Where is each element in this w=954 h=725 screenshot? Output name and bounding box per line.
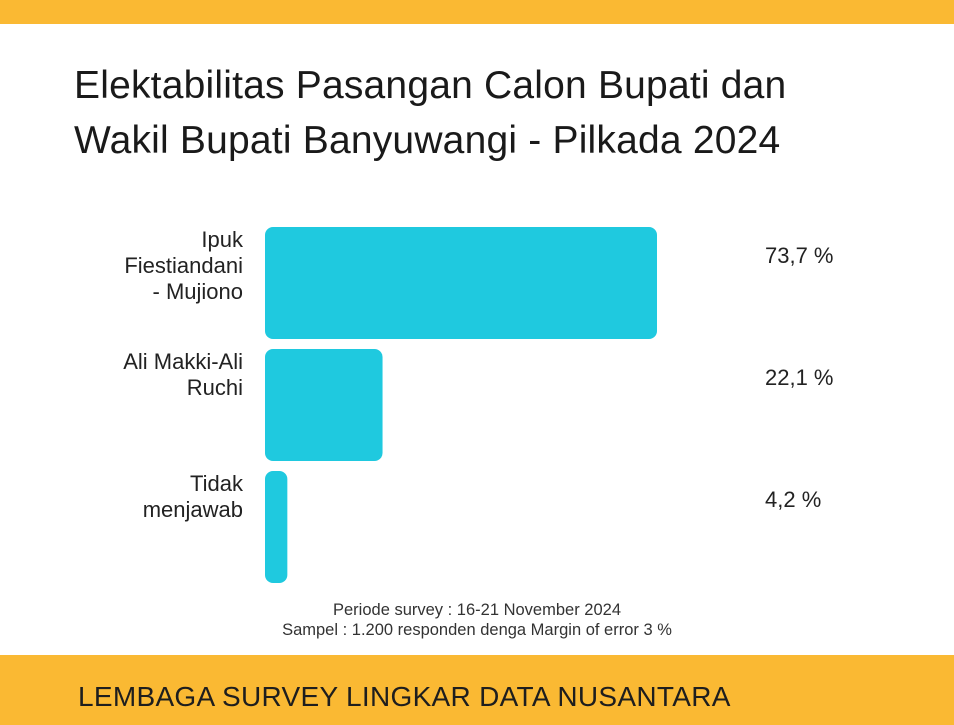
chart-title-line-2: Wakil Bupati Banyuwangi - Pilkada 2024	[74, 119, 781, 162]
bar-0	[265, 227, 657, 339]
footer-banner: LEMBAGA SURVEY LINGKAR DATA NUSANTARA	[0, 655, 954, 725]
category-label-2-line-0: Tidak	[190, 471, 244, 496]
chart-title-line-1: Elektabilitas Pasangan Calon Bupati dan	[74, 64, 787, 107]
category-label-2-line-1: menjawab	[143, 497, 243, 522]
category-label-1-line-1: Ruchi	[187, 375, 243, 400]
survey-sample: Sampel : 1.200 responden denga Margin of…	[282, 621, 672, 639]
bar-chart: Ipuk Fiestiandani - Mujiono 73,7 % Ali Makki…	[123, 227, 834, 583]
bar-2	[265, 471, 288, 583]
category-label-1: Ali Makki-Ali Ruchi	[123, 349, 243, 400]
survey-notes: Periode survey : 16-21 November 2024 Sam…	[0, 600, 954, 640]
value-label-2: 4,2 %	[765, 487, 821, 512]
category-label-1-line-0: Ali Makki-Ali	[123, 349, 243, 374]
category-label-0-line-0: Ipuk	[201, 227, 244, 252]
footer-org-name: LEMBAGA SURVEY LINGKAR DATA NUSANTARA	[78, 681, 731, 712]
value-label-1: 22,1 %	[765, 365, 834, 390]
category-label-0-line-2: - Mujiono	[153, 279, 243, 304]
category-label-0-line-1: Fiestiandani	[124, 253, 243, 278]
chart-title: Elektabilitas Pasangan Calon Bupati dan …	[74, 58, 894, 168]
category-label-0: Ipuk Fiestiandani - Mujiono	[124, 227, 244, 304]
value-label-0: 73,7 %	[765, 243, 834, 268]
category-label-2: Tidak menjawab	[143, 471, 244, 522]
top-accent-strip	[0, 0, 954, 24]
survey-period: Periode survey : 16-21 November 2024	[333, 601, 621, 619]
bar-1	[265, 349, 383, 461]
